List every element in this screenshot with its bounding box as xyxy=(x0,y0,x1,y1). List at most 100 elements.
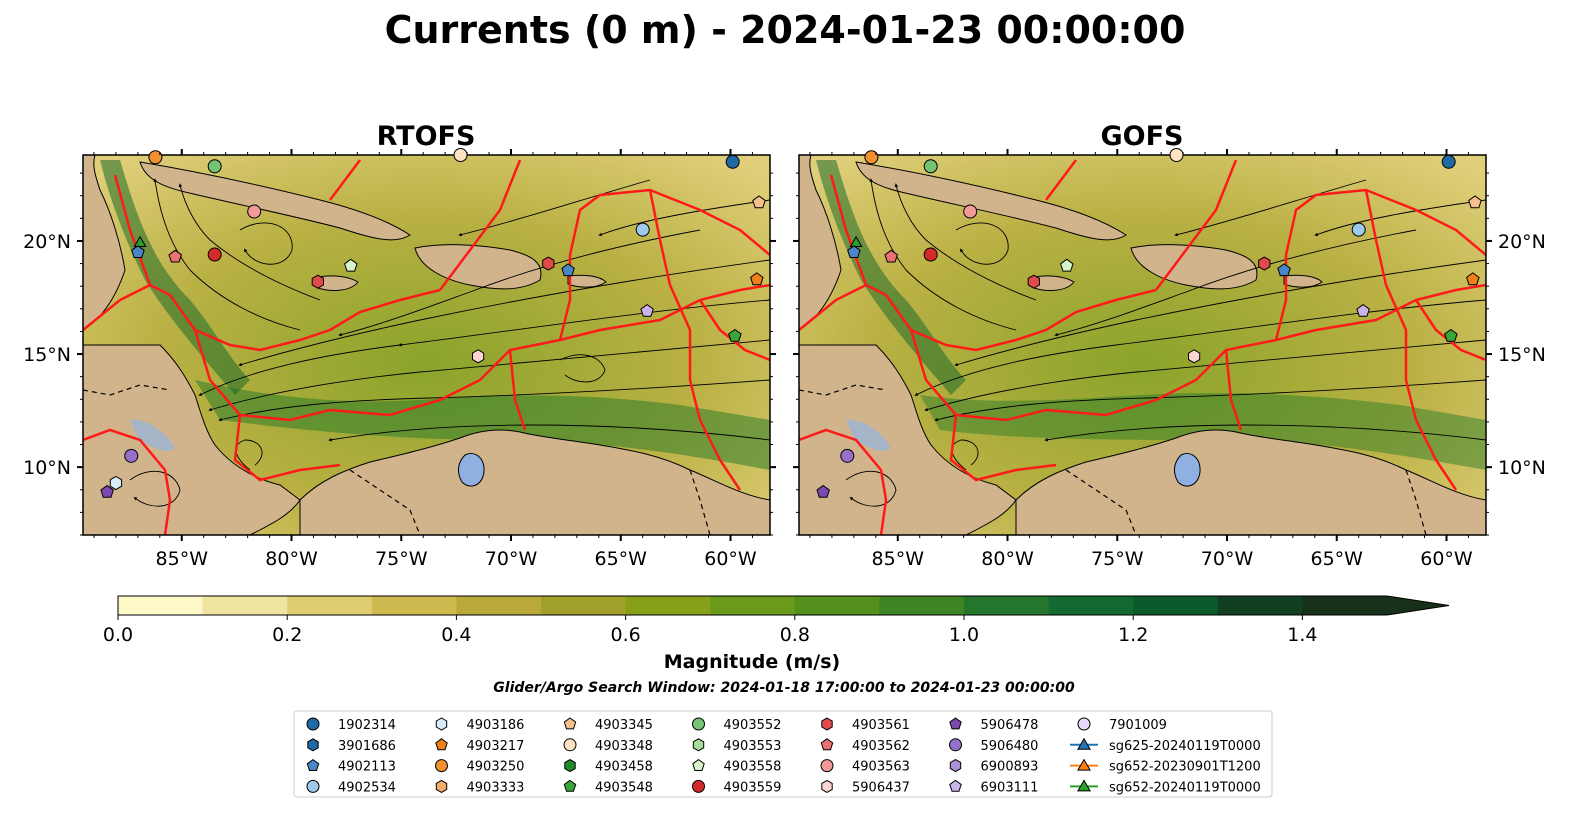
legend-item: 5906437 xyxy=(821,779,910,795)
float-marker-pentagon xyxy=(131,245,145,258)
legend-item: 5906478 xyxy=(949,717,1039,733)
legend-box xyxy=(293,710,1273,798)
legend-marker-pentagon xyxy=(563,779,577,792)
legend-label: 4903552 xyxy=(724,718,782,733)
legend-label: 4903333 xyxy=(467,780,525,795)
panel-title-gofs: GOFS xyxy=(1100,121,1183,152)
legend-marker-circle xyxy=(563,738,577,752)
float-marker-circle xyxy=(864,150,879,165)
legend-label: 4903217 xyxy=(467,739,525,754)
legend-label: 5906480 xyxy=(981,739,1039,754)
legend-label: 4903553 xyxy=(724,739,782,754)
lon-tick-label: 70°W xyxy=(1201,548,1254,570)
lat-tick-label: 10°N xyxy=(1498,457,1546,479)
land-puerto-rico xyxy=(1283,274,1323,288)
colorbar-levels xyxy=(117,595,1450,616)
colorbar-level xyxy=(710,596,796,615)
colorbar-level xyxy=(118,596,204,615)
legend-item: 4903345 xyxy=(563,717,653,733)
legend-label: 4903186 xyxy=(467,718,525,733)
legend-label: sg652-20240119T0000 xyxy=(1109,780,1261,795)
rtofs-lon-ticks: 85°W 80°W 75°W 70°W 65°W 60°W xyxy=(93,149,757,570)
legend-label: 6903111 xyxy=(981,780,1039,795)
legend-item: 4903562 xyxy=(820,738,910,754)
lon-tick-label: 75°W xyxy=(375,548,428,570)
float-marker-pentagon xyxy=(1277,263,1291,277)
legend-label: 7901009 xyxy=(1109,718,1167,733)
float-marker-circle xyxy=(1351,222,1366,237)
colorbar-tick-label: 1.0 xyxy=(949,624,979,646)
legend-marker-pentagon xyxy=(949,779,962,792)
legend-item: 6903111 xyxy=(949,779,1039,795)
colorbar-level xyxy=(1048,596,1134,615)
colorbar-level xyxy=(1133,596,1219,615)
colorbar-level xyxy=(456,596,542,615)
legend-label: 4902534 xyxy=(338,780,396,795)
colorbar-tick-label: 1.2 xyxy=(1118,624,1148,646)
land-south-america xyxy=(1015,429,1486,535)
legend-label: 5906478 xyxy=(981,718,1039,733)
lon-tick-label: 85°W xyxy=(156,548,209,570)
legend-marker-hexagon xyxy=(435,779,448,793)
legend-item: 4903558 xyxy=(692,758,782,775)
float-marker-hexagon xyxy=(311,274,324,289)
panel-title-rtofs: RTOFS xyxy=(377,121,476,152)
eez-boundaries xyxy=(799,159,1486,535)
float-marker-pentagon xyxy=(1468,195,1482,209)
eez-boundaries xyxy=(83,159,770,535)
legend-item: 5906480 xyxy=(949,738,1039,754)
legend-item: 4903186 xyxy=(435,717,525,733)
land-south-central-america xyxy=(799,344,1017,535)
legend-item: 4903333 xyxy=(435,779,525,795)
colorbar-level xyxy=(794,596,880,615)
land-central-america xyxy=(83,155,126,331)
legend-item: 4903559 xyxy=(692,779,781,795)
colorbar-tick-label: 0.0 xyxy=(103,624,133,646)
legend-marker-pentagon xyxy=(820,738,834,751)
float-marker-pentagon xyxy=(344,258,358,272)
lat-tick-label: 20°N xyxy=(1498,231,1546,253)
legend-label: 4903250 xyxy=(467,760,525,775)
float-marker-pentagon xyxy=(168,249,182,263)
map-frame-gofs xyxy=(798,154,1487,536)
float-marker-pentagon xyxy=(561,263,575,277)
colorbar-outline xyxy=(117,595,1450,616)
legend-label: 4903561 xyxy=(852,718,910,733)
legend-marker-triangle xyxy=(1077,779,1091,792)
legend-marker-pentagon xyxy=(306,758,320,771)
gofs-lon-ticks: 85°W 80°W 75°W 70°W 65°W 60°W xyxy=(809,149,1473,570)
legend-item: sg652-20230901T1200 xyxy=(1070,758,1261,775)
float-marker-triangle xyxy=(849,235,863,247)
gofs-float-markers xyxy=(816,148,1482,498)
float-marker-pentagon xyxy=(847,245,861,258)
lon-tick-label: 65°W xyxy=(1311,548,1364,570)
legend-marker-hexagon xyxy=(949,759,962,773)
legend-label: 4903345 xyxy=(595,718,653,733)
legend-label: 3901686 xyxy=(338,739,396,754)
lon-tick-label: 80°W xyxy=(981,548,1034,570)
legend-item: 4903458 xyxy=(564,759,653,775)
lake-nicaragua xyxy=(846,419,891,451)
legend-marker-triangle xyxy=(1077,737,1091,750)
land-jamaica xyxy=(314,275,359,291)
legend-marker-circle xyxy=(949,738,962,752)
land-jamaica xyxy=(1030,275,1075,291)
float-marker-circle xyxy=(635,222,650,237)
legend-label: 4903563 xyxy=(852,760,910,775)
float-marker-pentagon xyxy=(1356,303,1370,317)
figure-title: Currents (0 m) - 2024-01-23 00:00:00 xyxy=(385,8,1186,52)
float-marker-circle xyxy=(124,448,139,463)
lat-tick-label: 20°N xyxy=(23,231,71,253)
float-marker-hexagon xyxy=(1027,274,1040,289)
float-marker-circle xyxy=(207,247,222,262)
float-marker-hexagon xyxy=(472,349,485,364)
lon-tick-label: 60°W xyxy=(1420,548,1473,570)
land-cuba xyxy=(855,161,1127,241)
lat-tick-label: 15°N xyxy=(23,344,71,366)
legend-label: 4903558 xyxy=(724,760,782,775)
legend-item: 4903563 xyxy=(820,759,910,775)
legend-marker-hexagon xyxy=(307,738,319,752)
land-south-central-america xyxy=(83,344,301,535)
colorbar-tick-label: 1.4 xyxy=(1287,624,1317,646)
